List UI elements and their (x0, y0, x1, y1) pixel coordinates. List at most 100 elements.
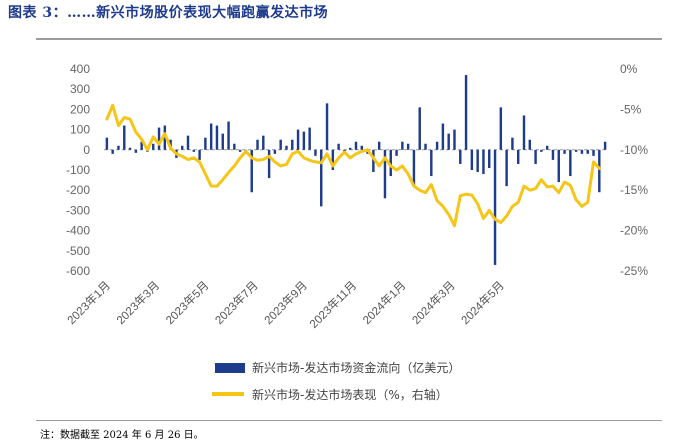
flow-bar (563, 149, 566, 154)
chart-title: 图表 3：……新兴市场股价表现大幅跑赢发达市场 (8, 5, 329, 21)
left-axis-tick: 400 (70, 62, 90, 76)
flow-bar (267, 149, 271, 179)
flow-bar (348, 147, 352, 150)
top-divider (36, 38, 662, 40)
flow-bar (522, 115, 526, 150)
left-axis-tick: -600 (66, 264, 90, 278)
left-axis-tick: 0 (83, 143, 90, 157)
left-axis-tick: -200 (66, 183, 90, 197)
flow-bar (574, 149, 578, 152)
x-axis-tick: 2024年5月 (458, 278, 507, 327)
x-axis-tick: 2024年1月 (360, 278, 409, 327)
left-axis-tick: 100 (70, 123, 90, 137)
flow-bar (586, 149, 589, 154)
flow-bar (325, 103, 329, 150)
flow-bar (279, 139, 282, 150)
flow-bar (424, 143, 427, 150)
flow-bar (551, 149, 555, 160)
flow-bar (412, 149, 416, 187)
left-axis-tick: -500 (66, 244, 90, 258)
flow-bar (128, 147, 132, 150)
flow-bar (580, 149, 584, 154)
flow-bar (540, 149, 543, 152)
flow-bar (273, 149, 277, 154)
flow-bar (493, 149, 497, 265)
left-axis-tick: -100 (66, 163, 90, 177)
flow-bar (192, 149, 196, 152)
flow-bar (296, 129, 300, 150)
flow-bar (464, 75, 468, 150)
flow-bar (383, 149, 387, 199)
left-axis-tick: -400 (66, 224, 90, 238)
legend-line-label: 新兴市场-发达市场表现（%，右轴） (252, 387, 448, 402)
x-axis-tick: 2023年3月 (113, 278, 162, 327)
legend-bar-label: 新兴市场-发达市场资金流向（亿美元） (252, 360, 460, 375)
flow-bar (447, 133, 450, 150)
x-axis-labels: 2023年1月 2023年3月 2023年5月 2023年7月 2023年9月2023年… (64, 278, 507, 331)
flow-bar (557, 149, 560, 183)
flow-bar (198, 149, 201, 160)
x-axis-tick: 2023年1月 (64, 278, 113, 327)
flow-bar (285, 145, 288, 150)
flow-bar (516, 149, 520, 164)
flow-bar (430, 149, 433, 177)
flow-bar (470, 149, 474, 170)
flow-bar (123, 125, 126, 150)
flow-bar (134, 149, 138, 153)
legend-bar-swatch (215, 363, 245, 373)
flow-bar (291, 139, 294, 150)
flow-bar (157, 127, 161, 150)
flow-bar (204, 137, 207, 150)
right-axis-tick: 0% (620, 62, 638, 76)
right-axis-tick: -20% (620, 224, 648, 238)
flow-bar (459, 149, 462, 164)
flow-bar (320, 149, 323, 207)
x-axis-tick: 2024年3月 (409, 278, 458, 327)
flow-bar (401, 141, 404, 150)
flow-bar (354, 141, 358, 150)
flow-bar (389, 149, 392, 177)
flow-bar (499, 107, 503, 150)
left-axis-tick: 300 (70, 82, 90, 96)
flow-bar (453, 129, 456, 150)
right-axis-tick: -10% (620, 143, 648, 157)
flow-bar (117, 145, 120, 150)
flow-bar (215, 125, 219, 150)
x-axis-tick: 2023年11月 (307, 278, 360, 331)
flow-bar (603, 141, 607, 150)
flow-bar (221, 133, 224, 150)
flow-bars (105, 75, 607, 265)
flow-bar (331, 149, 335, 170)
flow-bar (377, 141, 381, 150)
flow-bar (302, 131, 306, 150)
right-axis-tick: -25% (620, 264, 648, 278)
right-axis-labels: 0% -5% -10% -15% -20% -25% (620, 62, 648, 278)
left-axis-labels: 400 300 200 100 0 -100 -200 -300 -400 -500 -600 (66, 62, 90, 278)
legend: 新兴市场-发达市场资金流向（亿美元） 新兴市场-发达市场表现（%，右轴） (212, 360, 460, 402)
flow-bar (418, 107, 421, 150)
flow-bar (435, 141, 439, 150)
flow-bar (360, 145, 364, 150)
flow-bar (569, 149, 572, 177)
flow-bar (372, 149, 375, 173)
flow-bar (528, 139, 532, 150)
flow-bar (186, 135, 190, 150)
flow-bar (111, 149, 114, 154)
flow-bar (250, 149, 253, 193)
flow-bar (105, 137, 109, 150)
left-axis-tick: 200 (70, 102, 90, 116)
flow-bar (598, 149, 601, 193)
performance-polyline (105, 103, 601, 228)
flow-bar (140, 141, 143, 150)
flow-bar (545, 145, 549, 150)
flow-bar (233, 143, 236, 150)
flow-bar (152, 143, 155, 150)
x-axis-tick: 2023年5月 (163, 278, 212, 327)
flow-bar (395, 149, 398, 156)
right-axis-tick: -5% (620, 102, 642, 116)
flow-bar (180, 145, 184, 150)
performance-line (105, 103, 601, 228)
flow-bar (482, 149, 485, 175)
flow-bar (227, 121, 230, 150)
